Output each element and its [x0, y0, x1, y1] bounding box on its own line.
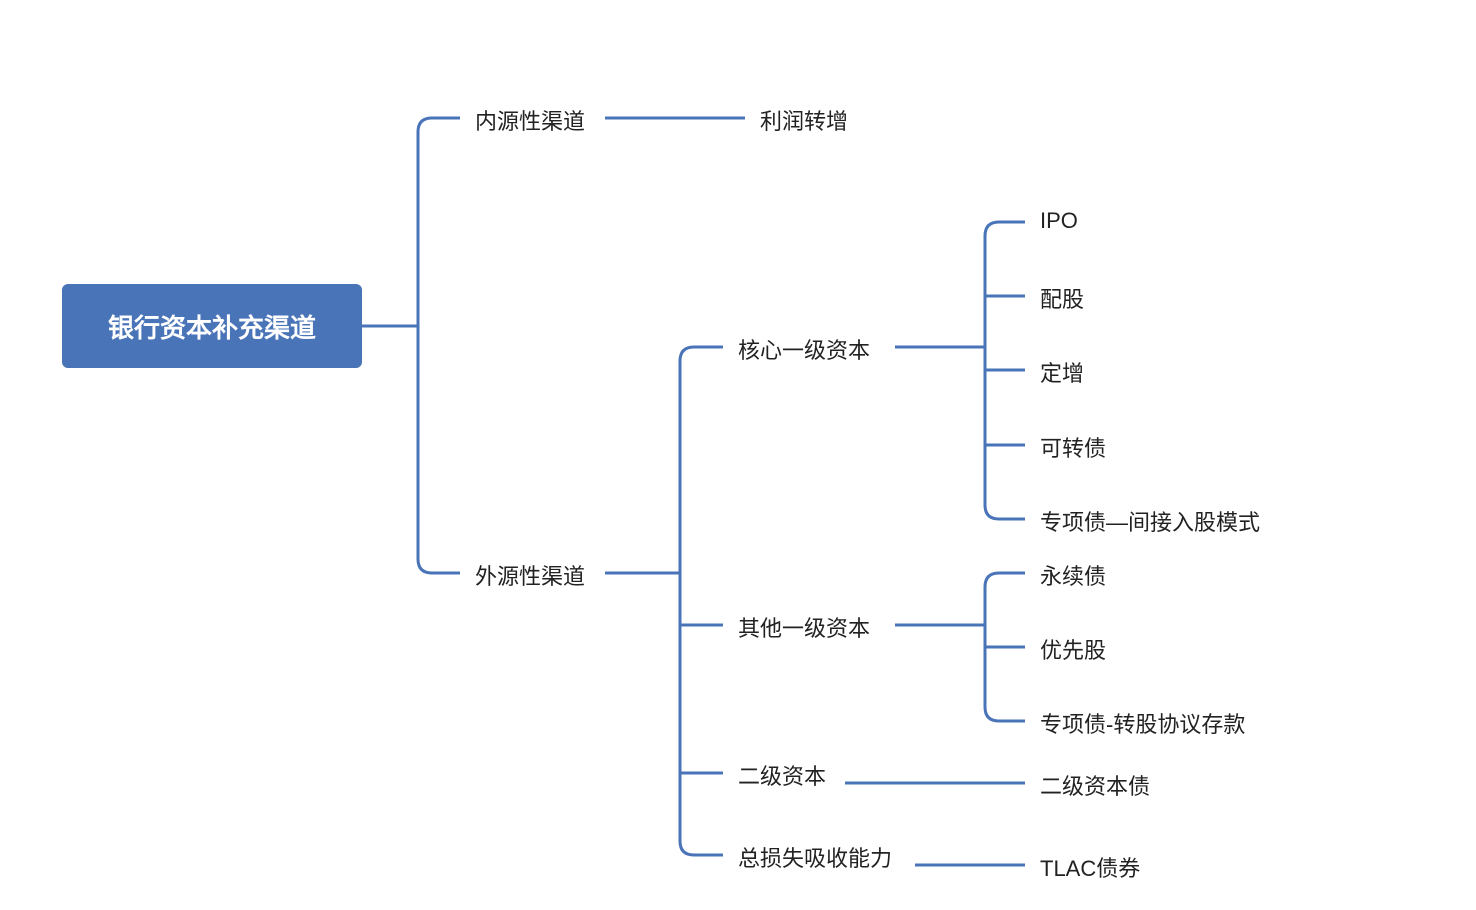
node-l3_1_3: 定增: [1040, 356, 1084, 388]
node-l3_1_5: 专项债—间接入股模式: [1040, 505, 1260, 537]
node-l1_2: 外源性渠道: [475, 559, 585, 591]
node-l3_1_1: IPO: [1040, 208, 1078, 234]
node-l1_1: 内源性渠道: [475, 104, 585, 136]
node-l3_1_2: 配股: [1040, 282, 1084, 314]
node-l3_1_4: 可转债: [1040, 431, 1106, 463]
mindmap-canvas: 银行资本补充渠道 内源性渠道外源性渠道 利润转增核心一级资本其他一级资本二级资本总…: [0, 0, 1476, 910]
root-node: 银行资本补充渠道: [62, 284, 362, 368]
node-l2_2_2: 其他一级资本: [738, 611, 870, 643]
node-l2_2_1: 核心一级资本: [738, 333, 870, 365]
node-l2_2_4: 总损失吸收能力: [738, 841, 892, 873]
node-l3_2_1: 永续债: [1040, 559, 1106, 591]
node-l3_2_3: 专项债-转股协议存款: [1040, 707, 1245, 739]
node-l2_1_1: 利润转增: [760, 104, 848, 136]
node-l3_4_1: TLAC债券: [1040, 851, 1140, 883]
node-l3_2_2: 优先股: [1040, 633, 1106, 665]
root-label: 银行资本补充渠道: [108, 308, 316, 345]
node-l2_2_3: 二级资本: [738, 759, 826, 791]
node-l3_3_1: 二级资本债: [1040, 769, 1150, 801]
